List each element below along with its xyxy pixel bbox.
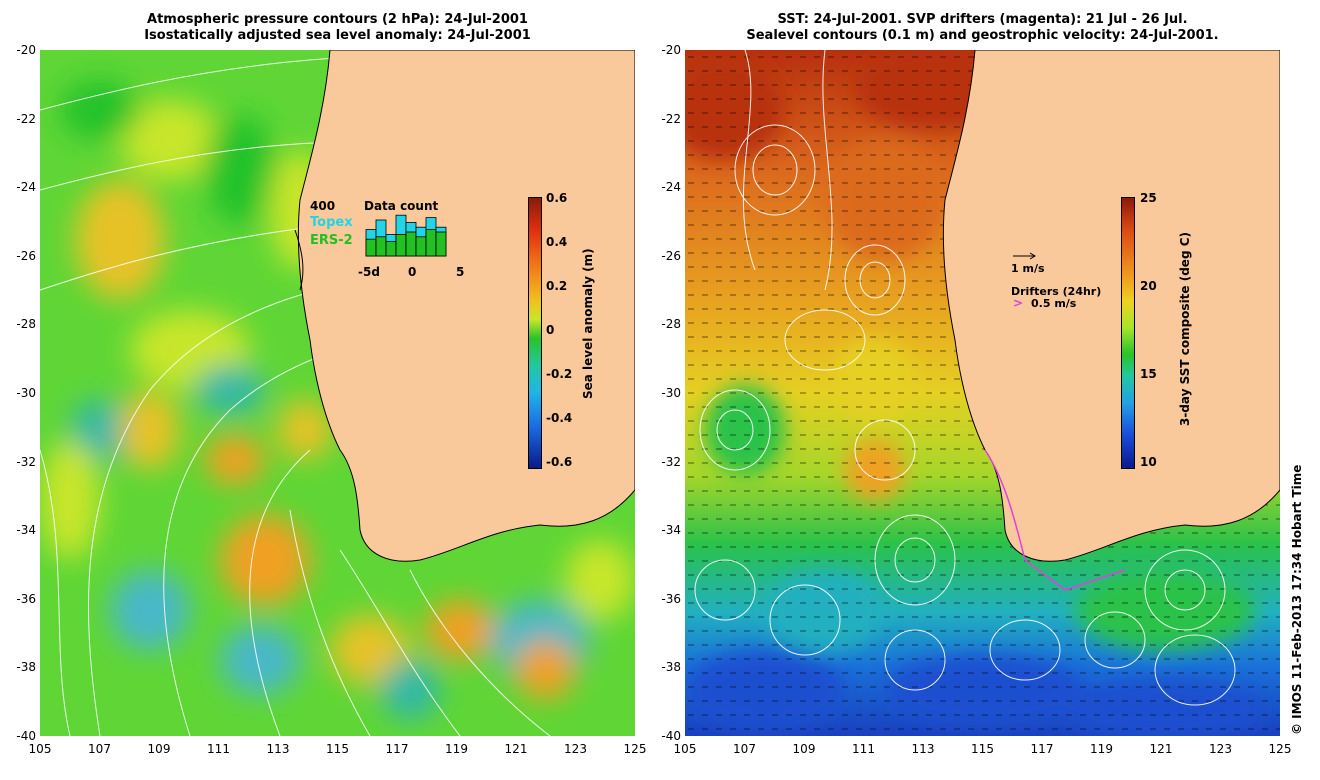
- sst-svg: 1 m/s Drifters (24hr) > 0.5 m/s: [685, 50, 1280, 736]
- right-xtick-7: 119: [1090, 742, 1113, 756]
- australia-landmass: [297, 50, 635, 562]
- left-ytick-3: -26: [16, 248, 36, 263]
- left-xtick-7: 119: [445, 742, 468, 756]
- inset-ers2-bar: [425, 229, 437, 257]
- right-title: SST: 24-Jul-2001. SVP drifters (magenta)…: [685, 12, 1280, 44]
- sla-cb-tick-4: -0.2: [546, 367, 573, 381]
- right-ytick-10: -40: [661, 729, 681, 743]
- sla-colorbar: [528, 197, 542, 469]
- right-xtick-6: 117: [1030, 742, 1054, 756]
- right-xtick-2: 109: [792, 742, 816, 756]
- sst-colorbar: [1121, 197, 1135, 469]
- drifter-track: [984, 449, 1126, 591]
- left-xtick-1: 107: [88, 742, 111, 756]
- left-ytick-1: -22: [16, 111, 36, 126]
- sla-cb-tick-2: 0.2: [546, 279, 568, 293]
- left-xtick-10: 125: [623, 742, 647, 756]
- data-count-inset: Data count 400 Topex ERS-2 -5d 0 5: [310, 199, 464, 279]
- inset-xtick-1: 0: [408, 265, 416, 279]
- inset-xticks: -5d 0 5: [358, 265, 464, 279]
- left-ytick-8: -36: [16, 591, 36, 606]
- inset-ers2-bar: [385, 241, 397, 257]
- left-xtick-3: 111: [207, 742, 230, 756]
- left-xtick-2: 109: [147, 742, 171, 756]
- sla-cb-title: Sea level anomaly (m): [581, 248, 595, 399]
- left-ytick-10: -40: [16, 729, 36, 743]
- right-xtick-4: 113: [911, 742, 935, 756]
- velocity-scale-label: 1 m/s: [1011, 262, 1045, 275]
- australia-landmass-sst: [942, 50, 1280, 562]
- sst-cb-tick-3: 10: [1140, 455, 1157, 469]
- right-xtick-9: 123: [1209, 742, 1232, 756]
- left-xtick-9: 123: [564, 742, 587, 756]
- sst-cb-tick-1: 20: [1140, 279, 1157, 293]
- footer-stamp: © IMOS 11-Feb-2013 17:34 Hobart Time: [1290, 464, 1304, 735]
- right-xtick-10: 125: [1268, 742, 1292, 756]
- right-title-line1: SST: 24-Jul-2001. SVP drifters (magenta)…: [777, 12, 1188, 27]
- sst-cb-tick-2: 15: [1140, 367, 1157, 381]
- left-title-line1: Atmospheric pressure contours (2 hPa): 2…: [147, 12, 528, 27]
- left-ytick-9: -38: [16, 660, 36, 675]
- right-xtick-5: 115: [971, 742, 994, 756]
- right-ytick-6: -32: [661, 454, 681, 469]
- sla-cb-tick-3: 0: [546, 323, 555, 337]
- right-xtick-0: 105: [673, 742, 697, 756]
- inset-title: Data count: [364, 199, 439, 213]
- left-xtick-0: 105: [28, 742, 52, 756]
- inset-ers2-bar: [365, 238, 377, 257]
- left-ytick-4: -28: [16, 317, 36, 332]
- anomaly-blobs: [40, 80, 635, 720]
- right-ytick-1: -22: [661, 111, 681, 126]
- inset-legend-ers2: ERS-2: [310, 233, 353, 248]
- right-xtick-3: 111: [852, 742, 875, 756]
- drifters-label: Drifters (24hr): [1011, 285, 1101, 298]
- left-xtick-5: 115: [326, 742, 349, 756]
- right-ytick-3: -26: [661, 248, 681, 263]
- right-xtick-1: 107: [733, 742, 756, 756]
- inset-xtick-0: -5d: [358, 265, 380, 279]
- sla-cb-tick-6: -0.6: [546, 455, 573, 469]
- left-xtick-8: 121: [504, 742, 528, 756]
- inset-ers2-bar: [395, 233, 407, 257]
- right-ytick-8: -36: [661, 591, 681, 606]
- right-ytick-0: -20: [661, 43, 681, 57]
- sea-level-anomaly-map[interactable]: Data count 400 Topex ERS-2 -5d 0 5: [40, 50, 635, 736]
- left-title-line2: Isostatically adjusted sea level anomaly…: [144, 28, 531, 43]
- right-ytick-7: -34: [661, 523, 681, 538]
- right-xtick-8: 121: [1149, 742, 1173, 756]
- right-ytick-5: -30: [661, 386, 681, 400]
- inset-ers2-bar: [375, 236, 387, 257]
- right-ytick-2: -24: [661, 180, 681, 195]
- inset-xtick-2: 5: [456, 265, 464, 279]
- left-ytick-5: -30: [16, 386, 36, 400]
- sla-cb-tick-1: 0.4: [546, 235, 568, 249]
- left-xtick-6: 117: [385, 742, 409, 756]
- inset-ers2-bar: [415, 236, 427, 257]
- left-xtick-4: 113: [266, 742, 290, 756]
- inset-ylabel: 400: [310, 199, 335, 213]
- sst-map[interactable]: 1 m/s Drifters (24hr) > 0.5 m/s: [685, 50, 1280, 736]
- right-ytick-9: -38: [661, 660, 681, 675]
- right-ytick-4: -28: [661, 317, 681, 332]
- left-ytick-2: -24: [16, 180, 36, 195]
- sla-cb-tick-5: -0.4: [546, 411, 573, 425]
- sla-cb-tick-0: 0.6: [546, 191, 568, 205]
- shark-bay-coast: [294, 229, 304, 291]
- sst-cb-title: 3-day SST composite (deg C): [1178, 231, 1192, 427]
- sea-level-anomaly-svg: Data count 400 Topex ERS-2 -5d 0 5: [40, 50, 635, 736]
- left-ytick-6: -32: [16, 454, 36, 469]
- sst-cb-tick-0: 25: [1140, 191, 1157, 205]
- left-ytick-7: -34: [16, 523, 36, 538]
- inset-bars: [365, 214, 447, 257]
- inset-ers2-bar: [435, 231, 447, 257]
- inset-legend-topex: Topex: [310, 215, 353, 230]
- right-title-line2: Sealevel contours (0.1 m) and geostrophi…: [746, 28, 1219, 43]
- left-ytick-0: -20: [16, 43, 36, 57]
- sea-level-contours: [694, 50, 1236, 706]
- drifters-scale: 0.5 m/s: [1031, 297, 1077, 310]
- left-title: Atmospheric pressure contours (2 hPa): 2…: [40, 12, 635, 44]
- drifter-symbol: >: [1013, 296, 1023, 310]
- inset-ers2-bar: [405, 231, 417, 257]
